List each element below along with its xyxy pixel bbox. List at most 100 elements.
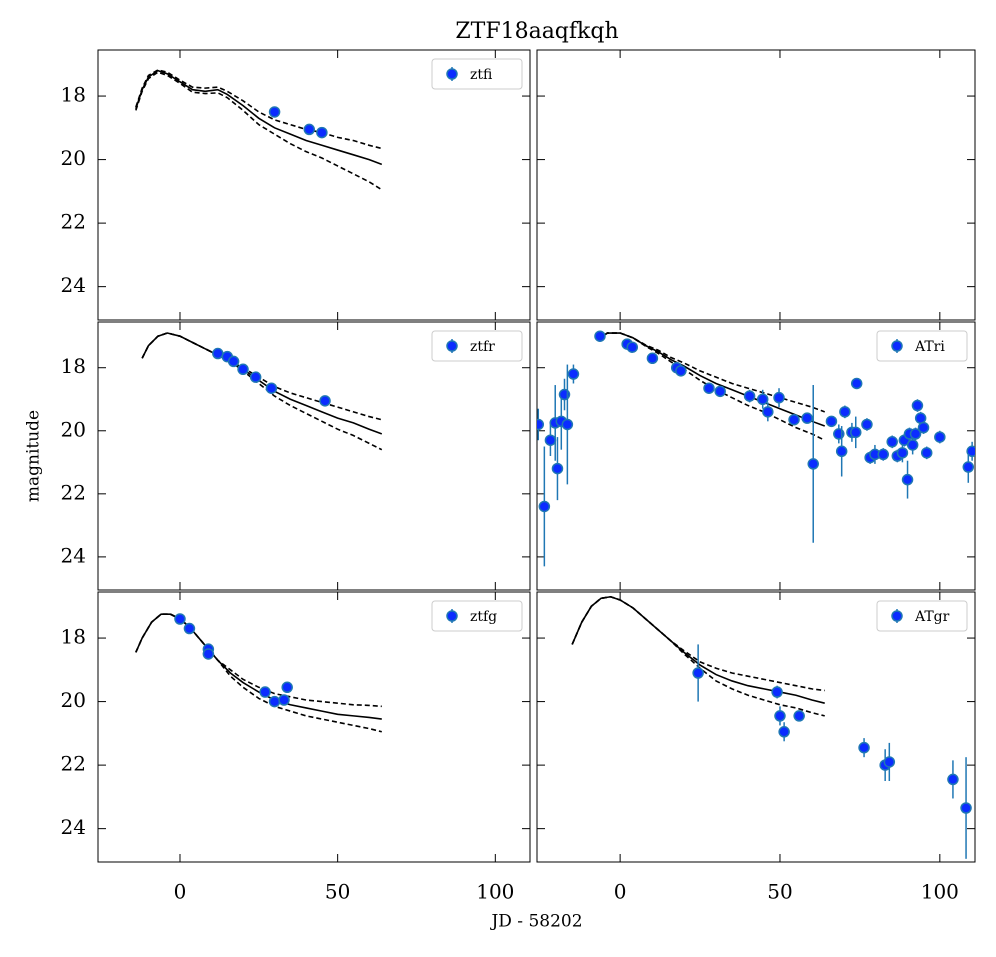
data-point [839, 406, 851, 418]
data-point [675, 365, 687, 377]
y-tick-label: 24 [61, 543, 86, 567]
data-point [778, 726, 790, 738]
data-point [237, 363, 249, 376]
model-curve [135, 613, 382, 733]
model-curve [141, 332, 383, 451]
data-point [906, 439, 919, 451]
data-point [281, 681, 293, 694]
data-point [886, 436, 898, 448]
data-point [966, 445, 975, 458]
panel: 18 20 22 24 0 50 100 ztfg [61, 591, 531, 904]
model-curve [597, 332, 826, 441]
data-point [762, 406, 774, 418]
y-tick-label: 24 [61, 815, 86, 839]
data-point [265, 382, 278, 394]
plot-area [537, 330, 975, 567]
data-point [202, 648, 215, 660]
legend-marker [446, 340, 458, 352]
data-point [227, 355, 240, 368]
data-point [212, 347, 224, 360]
data-point [537, 418, 545, 431]
legend-box [876, 330, 968, 362]
y-tick-label: 20 [61, 688, 86, 712]
panel: 18 20 22 24 ztfi [61, 49, 531, 321]
data-point [714, 385, 726, 398]
data-point [877, 448, 889, 461]
x-axis-label: JD - 58202 [489, 912, 582, 932]
data-point [850, 377, 863, 390]
data-point [174, 613, 186, 625]
legend-label: ztfg [470, 609, 497, 625]
data-point [825, 415, 838, 428]
data-point [183, 622, 196, 635]
y-axis-label: magnitude [24, 410, 44, 502]
data-point [551, 462, 564, 475]
y-tick-label: 18 [61, 625, 86, 649]
model-curve [141, 332, 383, 435]
legend-box [876, 600, 968, 632]
legend-marker [446, 68, 458, 80]
data-point [319, 395, 331, 407]
legend-box [431, 330, 523, 362]
panel-frame [97, 49, 531, 321]
panel-frame [97, 591, 531, 863]
data-point [594, 330, 606, 342]
data-point [858, 741, 870, 754]
panel: 0 50 100 ATgr [536, 591, 976, 904]
data-point [901, 473, 914, 486]
data-point [807, 458, 819, 470]
plot-area [135, 613, 382, 733]
panel [536, 49, 976, 321]
y-tick-label: 18 [61, 354, 86, 378]
panel-frame [536, 591, 976, 863]
data-point [773, 391, 785, 404]
x-tick-label: 100 [476, 880, 514, 904]
y-tick-label: 20 [61, 417, 86, 441]
data-point [316, 126, 328, 139]
legend-marker [891, 610, 903, 622]
y-tick-label: 22 [61, 210, 86, 234]
data-point [646, 352, 659, 365]
data-point [303, 123, 316, 136]
data-point [920, 447, 933, 459]
x-tick-label: 50 [767, 880, 792, 904]
y-tick-label: 22 [61, 752, 86, 776]
y-tick-label: 24 [61, 273, 86, 297]
plot-area [135, 69, 383, 191]
data-point [278, 694, 290, 706]
data-point [962, 461, 975, 473]
data-point [861, 418, 873, 431]
data-point [934, 431, 946, 443]
x-tick-label: 100 [921, 880, 959, 904]
plot-area [571, 595, 972, 859]
data-point [849, 426, 862, 439]
legend-marker [891, 340, 903, 352]
data-point [947, 773, 959, 786]
data-point [567, 368, 580, 380]
panel-frame [97, 321, 531, 591]
model-curve [135, 69, 382, 150]
x-tick-label: 0 [174, 880, 187, 904]
figure-title: ZTF18aaqfkqh [455, 19, 618, 44]
plot-area [141, 332, 383, 451]
y-tick-label: 22 [61, 480, 86, 504]
panel-frame [536, 321, 976, 591]
data-point [692, 667, 704, 679]
data-point [911, 399, 924, 412]
data-point [703, 382, 715, 394]
panel: ATri [536, 321, 976, 591]
data-point [774, 710, 786, 722]
data-point [909, 428, 922, 440]
data-point [538, 500, 551, 513]
x-tick-label: 50 [325, 880, 350, 904]
model-curve [135, 69, 383, 166]
data-point [743, 390, 756, 402]
model-curve [135, 71, 383, 191]
model-curve [141, 332, 382, 421]
legend-label: ztfr [470, 339, 495, 355]
data-point [917, 421, 930, 434]
legend-label: ztfi [470, 67, 493, 83]
data-point [788, 413, 800, 426]
legend-marker [446, 610, 458, 622]
data-point [801, 412, 813, 424]
